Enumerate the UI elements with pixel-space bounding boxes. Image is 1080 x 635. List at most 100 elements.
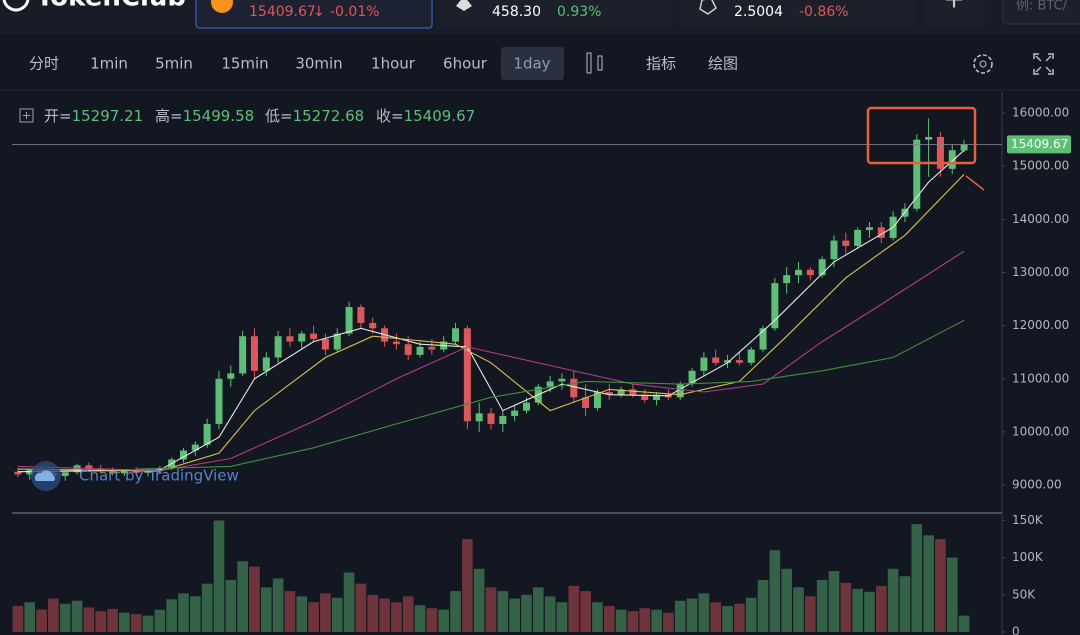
interval[interactable]: 5min (155, 55, 193, 73)
candle-body (428, 346, 436, 350)
volume-bar (83, 607, 95, 632)
candle-body (144, 470, 152, 473)
candle-body (298, 333, 306, 342)
volume-bar (402, 596, 414, 632)
volume-bar (509, 598, 520, 632)
highlight-box (866, 106, 977, 165)
volume-bar (154, 609, 166, 632)
y-tick-label: 15000.00 (1012, 159, 1069, 173)
candle-body (854, 229, 862, 246)
settings-icon (979, 60, 987, 68)
candle-body (357, 307, 365, 323)
candle-body (203, 423, 211, 445)
candle-body (712, 357, 720, 363)
volume-bar (485, 587, 497, 632)
tab-coin[interactable] (681, 0, 916, 28)
volume-bar (296, 596, 308, 632)
settings-icon[interactable] (973, 54, 993, 74)
volume-bar (805, 596, 816, 632)
candle-body (747, 349, 755, 363)
candle-body (392, 341, 400, 345)
candle-body (948, 150, 956, 169)
volume-bar (142, 615, 154, 632)
tool[interactable]: 绘图 (708, 55, 738, 73)
y-tick-label: 16000.00 (1012, 106, 1069, 120)
candle-body (191, 444, 199, 451)
volume-bar (828, 571, 840, 632)
volume-bar (48, 598, 59, 632)
add-label: + (943, 0, 965, 15)
candle-body (735, 360, 743, 363)
candle-body (818, 259, 826, 276)
volume-bar (793, 587, 804, 632)
volume-bar (462, 539, 473, 632)
volume-bar (12, 605, 24, 632)
volume-bar (225, 579, 237, 632)
volume-bar (651, 609, 662, 632)
plot: 9000.00 10000.00 11000.00 12000.00 13000.00 1… (12, 106, 1071, 635)
volume-bar (603, 605, 615, 632)
search-placeholder: 例: BTC/ (1016, 0, 1068, 14)
volume-bar (320, 593, 331, 632)
legend-value: 15409.67 (404, 107, 476, 125)
search-box[interactable] (1002, 0, 1080, 25)
candle-body (546, 381, 554, 387)
tab-eth[interactable] (440, 0, 673, 28)
volume-bar (521, 594, 532, 632)
volume-bar (734, 603, 745, 632)
interval[interactable]: 15min (221, 55, 268, 73)
volume-bar (592, 602, 603, 632)
volume-bar (556, 602, 568, 632)
volume-bar (414, 605, 426, 632)
tab-btc[interactable] (195, 0, 433, 29)
candle-body (274, 336, 282, 358)
legend-toggle[interactable] (19, 108, 34, 123)
candle-body (605, 392, 613, 395)
ohlc-legend: 开=15297.21 高=15499.58 低=15272.68 收=15409.67 (44, 107, 475, 125)
candle-body (877, 227, 885, 238)
volume-bar (166, 599, 177, 632)
y-tick-label: 10000.00 (1012, 424, 1069, 438)
volume-bar (391, 602, 402, 632)
candle-body (73, 465, 81, 473)
btc-icon (211, 0, 233, 13)
candle-body (913, 139, 921, 209)
volume-bar (532, 587, 544, 632)
volume-bar (260, 587, 272, 632)
selected-interval[interactable] (501, 47, 564, 80)
tool[interactable]: 指标 (646, 55, 676, 73)
volume-bar (450, 591, 461, 632)
volume-tick-label: 100K (1012, 550, 1044, 564)
candle-body (310, 333, 318, 339)
last-price-label: 15409.67 (1011, 137, 1068, 151)
volume-bar (249, 566, 260, 632)
candle-body (369, 322, 377, 329)
interval[interactable]: 1min (90, 55, 128, 73)
interval[interactable]: 1hour (371, 55, 416, 73)
candle-body (156, 468, 164, 471)
volume-bar (935, 539, 946, 632)
candle-body (688, 370, 696, 385)
interval[interactable]: 分时 (29, 55, 59, 73)
candle-body (416, 346, 424, 355)
tab-price: 458.30 (492, 4, 541, 20)
volume-bar (840, 582, 852, 632)
legend-toggle (23, 112, 30, 119)
volume-bar (946, 557, 958, 632)
interval[interactable]: 30min (295, 55, 342, 73)
volume-bar (107, 608, 118, 632)
interval[interactable]: 6hour (443, 55, 488, 73)
interval[interactable]: 1day (513, 55, 550, 73)
candle-icon[interactable] (586, 52, 592, 74)
fullscreen-icon[interactable] (1033, 53, 1054, 75)
y-tick-label: 13000.00 (1012, 265, 1069, 279)
volume-bar (331, 597, 343, 632)
candle-body (676, 384, 684, 398)
candle-body (830, 240, 838, 260)
add-button[interactable] (924, 0, 985, 28)
tab-price: 15409.67 (249, 4, 316, 20)
volume-bar (875, 585, 887, 632)
volume-bar (367, 594, 379, 632)
candle-body (558, 378, 566, 382)
volume-bar (698, 593, 710, 632)
